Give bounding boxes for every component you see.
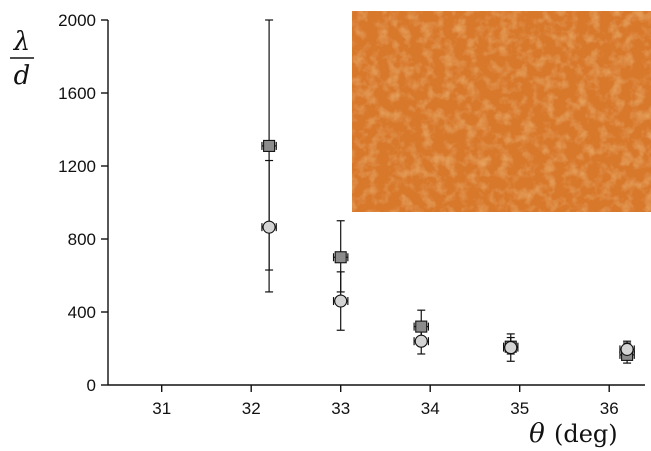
circle-marker (334, 294, 348, 308)
y-axis-title-denominator: d (14, 61, 31, 91)
square-marker (263, 139, 276, 152)
square-marker (334, 251, 347, 264)
y-tick-label: 0 (87, 376, 96, 395)
inset-micrograph (352, 11, 651, 212)
y-tick-label: 800 (68, 230, 96, 249)
square-marker (415, 320, 428, 333)
x-tick-label: 32 (242, 399, 261, 418)
y-tick-label: 2000 (58, 11, 96, 30)
y-axis-title-numerator: λ (13, 27, 30, 57)
y-tick-label: 400 (68, 303, 96, 322)
y-tick-label: 1600 (58, 84, 96, 103)
x-axis-title: θ (deg) (529, 419, 617, 449)
x-tick-label: 34 (421, 399, 440, 418)
circle-marker (620, 342, 634, 356)
axes: 0 400 800 1200 1600 2000 31 32 33 34 35 36 (58, 11, 645, 418)
circle-marker (414, 334, 428, 348)
circle-marker (504, 341, 518, 355)
x-tick-label: 33 (331, 399, 350, 418)
x-tick-label: 36 (600, 399, 619, 418)
y-tick-label: 1200 (58, 157, 96, 176)
x-tick-label: 31 (152, 399, 171, 418)
x-tick-label: 35 (510, 399, 529, 418)
data-markers (262, 139, 634, 361)
x-axis-title-symbol: θ (529, 419, 545, 449)
x-axis-title-unit: (deg) (554, 420, 618, 448)
y-axis-title: λ d (10, 27, 34, 91)
inset-texture (352, 11, 651, 212)
circle-marker (262, 220, 276, 234)
